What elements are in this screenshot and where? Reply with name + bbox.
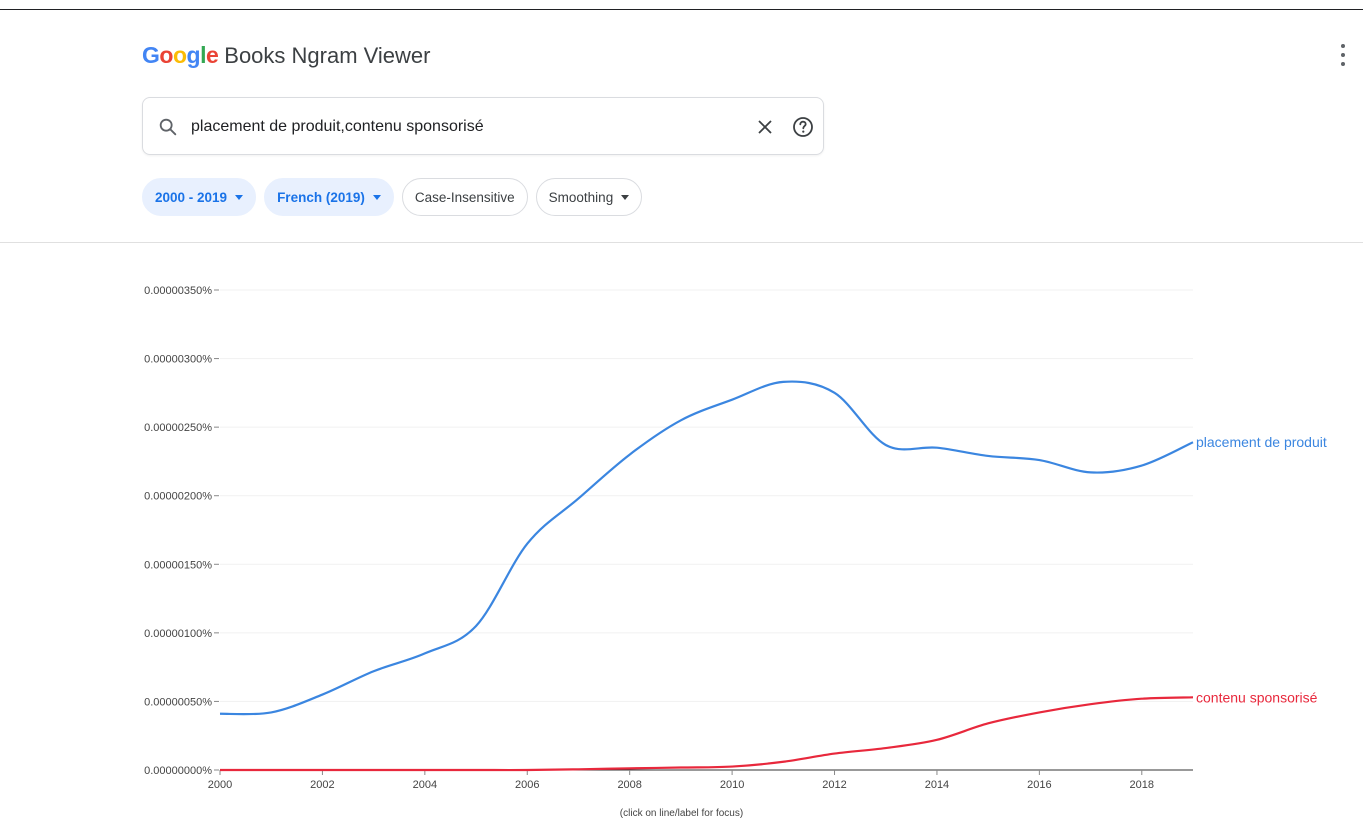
case-insensitive-label: Case-Insensitive (414, 189, 515, 205)
year-range-label: 2000 - 2019 (155, 189, 228, 205)
top-border (0, 9, 1363, 10)
smoothing-label: Smoothing (548, 189, 614, 205)
series-line-placement-de-produit[interactable] (219, 380, 1194, 716)
help-icon[interactable] (791, 115, 815, 139)
series-label-contenu-sponsoris[interactable]: contenu sponsorisé (1196, 689, 1318, 705)
header-divider (0, 242, 1363, 243)
y-tick-label: 0.00000150% (144, 559, 212, 571)
x-tick-label: 2002 (310, 779, 334, 791)
case-insensitive-chip[interactable]: Case-Insensitive (401, 178, 528, 216)
y-tick-label: 0.00000100% (144, 628, 212, 640)
series-line-contenu-sponsoris[interactable] (220, 696, 1194, 772)
more-vert-icon[interactable] (1338, 44, 1348, 66)
app-title: Books Ngram Viewer (224, 42, 431, 68)
caret-down-icon (621, 194, 630, 200)
x-tick-label: 2014 (925, 779, 949, 791)
y-tick-label: 0.00000250% (144, 422, 212, 434)
x-tick-label: 2006 (515, 779, 539, 791)
x-tick-label: 2012 (822, 779, 846, 791)
search-input[interactable] (191, 114, 731, 140)
series-label-placement-de-produit[interactable]: placement de produit (1196, 434, 1327, 450)
x-tick-label: 2016 (1027, 779, 1051, 791)
y-tick-label: 0.00000050% (144, 696, 212, 708)
filter-chips: 2000 - 2019 French (2019) Case-Insensiti… (142, 178, 643, 216)
caret-down-icon (235, 194, 244, 200)
chart-footnote: (click on line/label for focus) (619, 808, 744, 819)
search-icon[interactable] (157, 116, 179, 138)
smoothing-chip[interactable]: Smoothing (535, 178, 643, 216)
ngram-chart: 0.00000000% 0.00000050% 0.00000100% 0.00000… (144, 285, 1327, 791)
x-tick-label: 2018 (1130, 779, 1154, 791)
app-header: Google Books Ngram Viewer (142, 42, 431, 69)
search-box[interactable] (142, 97, 824, 155)
x-tick-label: 2008 (617, 779, 641, 791)
y-tick-label: 0.00000350% (144, 285, 212, 297)
corpus-chip[interactable]: French (2019) (264, 178, 394, 216)
y-tick-label: 0.00000000% (144, 765, 212, 777)
year-range-chip[interactable]: 2000 - 2019 (142, 178, 257, 216)
x-tick-label: 2000 (208, 779, 232, 791)
google-logo[interactable]: Google (142, 42, 219, 68)
y-tick-label: 0.00000200% (144, 491, 212, 503)
close-icon[interactable] (755, 117, 775, 137)
y-tick-label: 0.00000300% (144, 354, 212, 366)
caret-down-icon (372, 194, 381, 200)
x-tick-label: 2004 (413, 779, 437, 791)
corpus-label: French (2019) (277, 189, 365, 205)
x-tick-label: 2010 (720, 779, 744, 791)
